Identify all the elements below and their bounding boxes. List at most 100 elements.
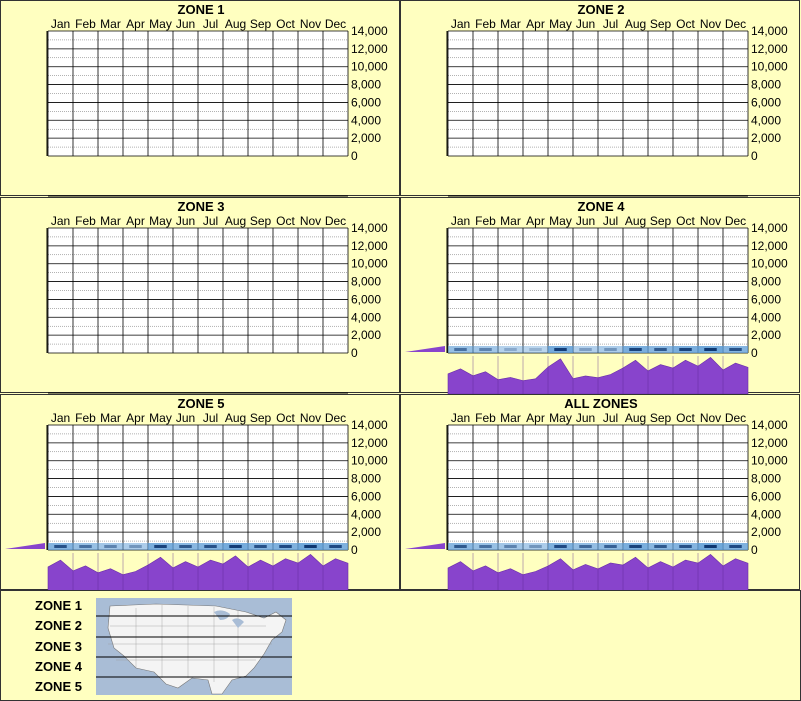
chart-panel: ZONE 1 Jan Feb Mar Apr May Jun Jul Aug Sep Oct Nov D… xyxy=(0,0,400,197)
band-cell xyxy=(598,346,623,353)
chart-title: ZONE 5 xyxy=(177,396,225,411)
month-label: Jun xyxy=(576,17,595,31)
month-label: Aug xyxy=(625,17,646,31)
month-label: Jan xyxy=(451,17,470,31)
chart-panel: ALL ZONES Jan Feb Mar Apr May Jun Jul Aug Sep Oct N… xyxy=(400,394,800,591)
y-tick-label: 14,000 xyxy=(351,418,388,432)
band-core xyxy=(554,545,567,548)
band-core xyxy=(729,348,742,351)
month-label: May xyxy=(549,17,572,31)
month-label: Mar xyxy=(100,411,121,425)
month-label: Nov xyxy=(300,411,321,425)
month-label: Nov xyxy=(300,17,321,31)
band-cell xyxy=(523,346,548,353)
month-label: Dec xyxy=(725,214,746,228)
zone-label: ZONE 2 xyxy=(35,618,82,633)
band-core xyxy=(504,348,517,351)
month-label: Oct xyxy=(676,411,695,425)
band-core xyxy=(729,545,742,548)
zone-label: ZONE 5 xyxy=(35,679,82,694)
band-core xyxy=(504,545,517,548)
chart-title: ZONE 3 xyxy=(177,199,225,214)
month-label: Aug xyxy=(625,214,646,228)
band-core xyxy=(579,348,592,351)
y-tick-label: 12,000 xyxy=(751,42,788,56)
y-tick-label: 2,000 xyxy=(351,131,381,145)
month-label: Oct xyxy=(276,214,295,228)
y-tick-label: 4,000 xyxy=(351,113,381,127)
month-label: Oct xyxy=(276,17,295,31)
month-label: Mar xyxy=(500,214,521,228)
band-core xyxy=(479,545,492,548)
month-label: Jan xyxy=(51,214,70,228)
band-core xyxy=(104,545,117,548)
band-core xyxy=(604,348,617,351)
month-label: Feb xyxy=(75,411,96,425)
band-core xyxy=(679,348,692,351)
month-label: Sep xyxy=(250,17,272,31)
band-cell xyxy=(498,543,523,550)
month-label: Jul xyxy=(603,411,618,425)
y-tick-label: 8,000 xyxy=(751,275,781,289)
y-tick-label: 10,000 xyxy=(351,60,388,74)
chart-svg: Jan Feb Mar Apr May Jun Jul Aug Sep Oct Nov Dec 14,0… xyxy=(5,411,388,591)
month-label: Jun xyxy=(576,411,595,425)
y-tick-label: 12,000 xyxy=(351,436,388,450)
band-core xyxy=(79,545,92,548)
y-tick-label: 10,000 xyxy=(751,454,788,468)
month-label: Aug xyxy=(225,214,246,228)
month-label: Jun xyxy=(176,411,195,425)
band-core xyxy=(679,545,692,548)
y-tick-label: 6,000 xyxy=(751,489,781,503)
month-label: Apr xyxy=(526,17,545,31)
y-tick-label: 10,000 xyxy=(351,454,388,468)
month-label: May xyxy=(549,214,572,228)
chart-panel: ZONE 4 Jan Feb Mar Apr May Jun Jul Aug Sep Oct Nov D… xyxy=(400,197,800,394)
zone-label: ZONE 1 xyxy=(35,598,82,613)
month-label: Apr xyxy=(526,411,545,425)
month-label: Jan xyxy=(451,214,470,228)
chart-panel: ZONE 5 Jan Feb Mar Apr May Jun Jul Aug Sep Oct Nov D… xyxy=(0,394,400,591)
band-core xyxy=(204,545,217,548)
band-core xyxy=(704,545,717,548)
month-label: Nov xyxy=(700,411,721,425)
month-label: Jan xyxy=(51,17,70,31)
month-label: Jul xyxy=(203,17,218,31)
month-label: Aug xyxy=(625,411,646,425)
band-cell xyxy=(498,346,523,353)
band-cell xyxy=(523,543,548,550)
month-label: Dec xyxy=(725,411,746,425)
y-tick-label: 6,000 xyxy=(751,292,781,306)
y-tick-label: 8,000 xyxy=(351,275,381,289)
chart-panel: ZONE 3 Jan Feb Mar Apr May Jun Jul Aug Sep Oct Nov D… xyxy=(0,197,400,394)
month-label: Feb xyxy=(75,214,96,228)
month-label: Oct xyxy=(276,411,295,425)
month-label: Jun xyxy=(176,17,195,31)
y-tick-label: 0 xyxy=(751,149,758,163)
y-tick-label: 14,000 xyxy=(351,24,388,38)
y-tick-label: 12,000 xyxy=(351,239,388,253)
month-label: Dec xyxy=(325,411,346,425)
month-label: Sep xyxy=(650,214,672,228)
activity-band xyxy=(448,346,748,353)
y-tick-label: 2,000 xyxy=(351,525,381,539)
month-label: Sep xyxy=(250,411,272,425)
band-cell xyxy=(573,346,598,353)
band-core xyxy=(329,545,342,548)
month-label: Apr xyxy=(126,214,145,228)
chart-title: ZONE 1 xyxy=(177,2,225,17)
y-tick-label: 4,000 xyxy=(751,507,781,521)
y-tick-label: 12,000 xyxy=(751,239,788,253)
y-tick-label: 0 xyxy=(351,543,358,557)
y-tick-label: 14,000 xyxy=(751,221,788,235)
band-core xyxy=(654,545,667,548)
y-tick-label: 0 xyxy=(351,149,358,163)
month-label: Sep xyxy=(650,17,672,31)
us-zone-map xyxy=(96,598,292,695)
month-label: Nov xyxy=(700,17,721,31)
elevation-wedge xyxy=(405,543,445,549)
band-core xyxy=(54,545,67,548)
band-core xyxy=(154,545,167,548)
band-core xyxy=(229,545,242,548)
y-tick-label: 8,000 xyxy=(751,78,781,92)
